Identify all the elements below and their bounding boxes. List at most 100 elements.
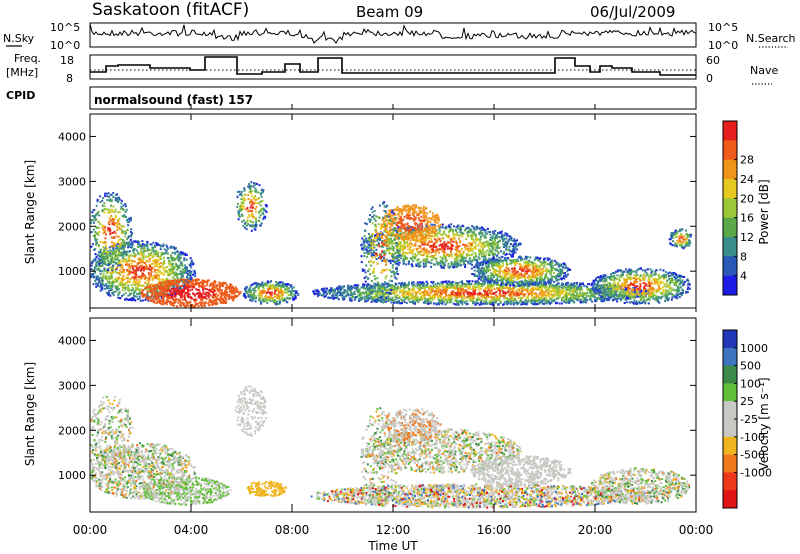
power-echo-cell <box>181 263 183 265</box>
power-echo-cell <box>280 287 282 289</box>
power-echo-cell <box>126 274 128 276</box>
power-echo-cell <box>426 284 428 286</box>
power-echo-cell <box>131 299 133 301</box>
power-echo-cell <box>578 298 580 300</box>
power-echo-cell <box>194 275 196 277</box>
power-echo-cell <box>261 200 263 202</box>
power-echo-cell <box>551 300 553 302</box>
power-echo-cell <box>246 207 248 209</box>
power-echo-cell <box>412 292 414 294</box>
power-echo-cell <box>232 299 234 301</box>
power-echo-cell <box>95 218 97 220</box>
power-echo-cell <box>468 291 470 293</box>
power-echo-cell <box>175 288 177 290</box>
power-echo-cell <box>504 301 506 303</box>
power-echo-cell <box>503 292 505 294</box>
power-echo-cell <box>388 298 390 300</box>
power-echo-cell <box>137 286 139 288</box>
power-echo-cell <box>412 288 414 290</box>
nsky-panel <box>90 23 696 47</box>
power-echo-cell <box>570 286 572 288</box>
power-echo-cell <box>252 206 254 208</box>
power-echo-cell <box>265 295 267 297</box>
power-echo-cell <box>279 301 281 303</box>
power-echo-cell <box>187 289 189 291</box>
power-echo-cell <box>238 218 240 220</box>
power-echo-cell <box>527 295 529 297</box>
power-echo-cell <box>122 253 124 255</box>
power-echo-cell <box>150 269 152 271</box>
power-echo-cell <box>552 284 554 286</box>
power-echo-cell <box>111 200 113 202</box>
nave-tick-low: 0 <box>706 72 713 85</box>
power-echo-cell <box>117 297 119 299</box>
power-echo-cell <box>115 258 117 260</box>
power-echo-cell <box>129 219 131 221</box>
power-echo-cell <box>177 302 179 304</box>
power-echo-cell <box>461 280 463 282</box>
power-echo-cell <box>249 287 251 289</box>
power-echo-cell <box>484 293 486 295</box>
power-echo-cell <box>251 284 253 286</box>
power-echo-cell <box>120 244 122 246</box>
power-echo-cell <box>253 298 255 300</box>
power-echo-cell <box>275 300 277 302</box>
power-echo-cell <box>489 302 491 304</box>
power-echo-cell <box>544 295 546 297</box>
power-echo-cell <box>176 305 178 307</box>
power-echo-cell <box>115 199 117 201</box>
power-echo-cell <box>205 288 207 290</box>
power-echo-cell <box>191 271 193 273</box>
power-echo-cell <box>214 280 216 282</box>
power-echo-cell <box>95 253 97 255</box>
power-echo-cell <box>433 285 435 287</box>
power-echo-cell <box>137 252 139 254</box>
power-echo-cell <box>131 284 133 286</box>
power-echo-cell <box>224 282 226 284</box>
power-echo-cell <box>150 243 152 245</box>
power-echo-cell <box>146 297 148 299</box>
power-echo-cell <box>140 300 142 302</box>
power-echo-cell <box>263 217 265 219</box>
power-echo-cell <box>125 232 127 234</box>
power-echo-cell <box>132 260 134 262</box>
power-echo-cell <box>469 292 471 294</box>
power-echo-cell <box>124 236 126 238</box>
power-echo-cell <box>143 269 145 271</box>
power-echo-cell <box>600 299 602 301</box>
power-echo-cell <box>120 248 122 250</box>
power-echo-cell <box>139 279 141 281</box>
power-echo-cell <box>118 239 120 241</box>
power-echo-cell <box>167 257 169 259</box>
power-echo-cell <box>561 283 563 285</box>
power-echo-cell <box>510 291 512 293</box>
power-echo-cell <box>136 250 138 252</box>
power-echo-cell <box>534 303 536 305</box>
power-echo-cell <box>128 257 130 259</box>
power-echo-cell <box>133 241 135 243</box>
power-echo-cell <box>115 262 117 264</box>
power-echo-cell <box>189 301 191 303</box>
beam-title: Beam 09 <box>356 3 423 21</box>
power-echo-cell <box>152 277 154 279</box>
power-echo-cell <box>228 298 230 300</box>
power-echo-cell <box>98 265 100 267</box>
power-echo-cell <box>263 290 265 292</box>
power-echo-cell <box>114 222 116 224</box>
power-echo-cell <box>541 296 543 298</box>
power-echo-cell <box>287 287 289 289</box>
power-echo-cell <box>151 295 153 297</box>
power-echo-cell <box>122 215 124 217</box>
power-echo-cell <box>142 300 144 302</box>
power-echo-cell <box>190 257 192 259</box>
power-echo-cell <box>144 262 146 264</box>
power-echo-cell <box>392 291 394 293</box>
power-echo-cell <box>96 261 98 263</box>
power-echo-cell <box>117 198 119 200</box>
power-echo-cell <box>104 211 106 213</box>
power-echo-cell <box>97 255 99 257</box>
power-echo-cell <box>182 290 184 292</box>
power-echo-cell <box>163 274 165 276</box>
power-echo-cell <box>392 297 394 299</box>
power-echo-cell <box>162 286 164 288</box>
